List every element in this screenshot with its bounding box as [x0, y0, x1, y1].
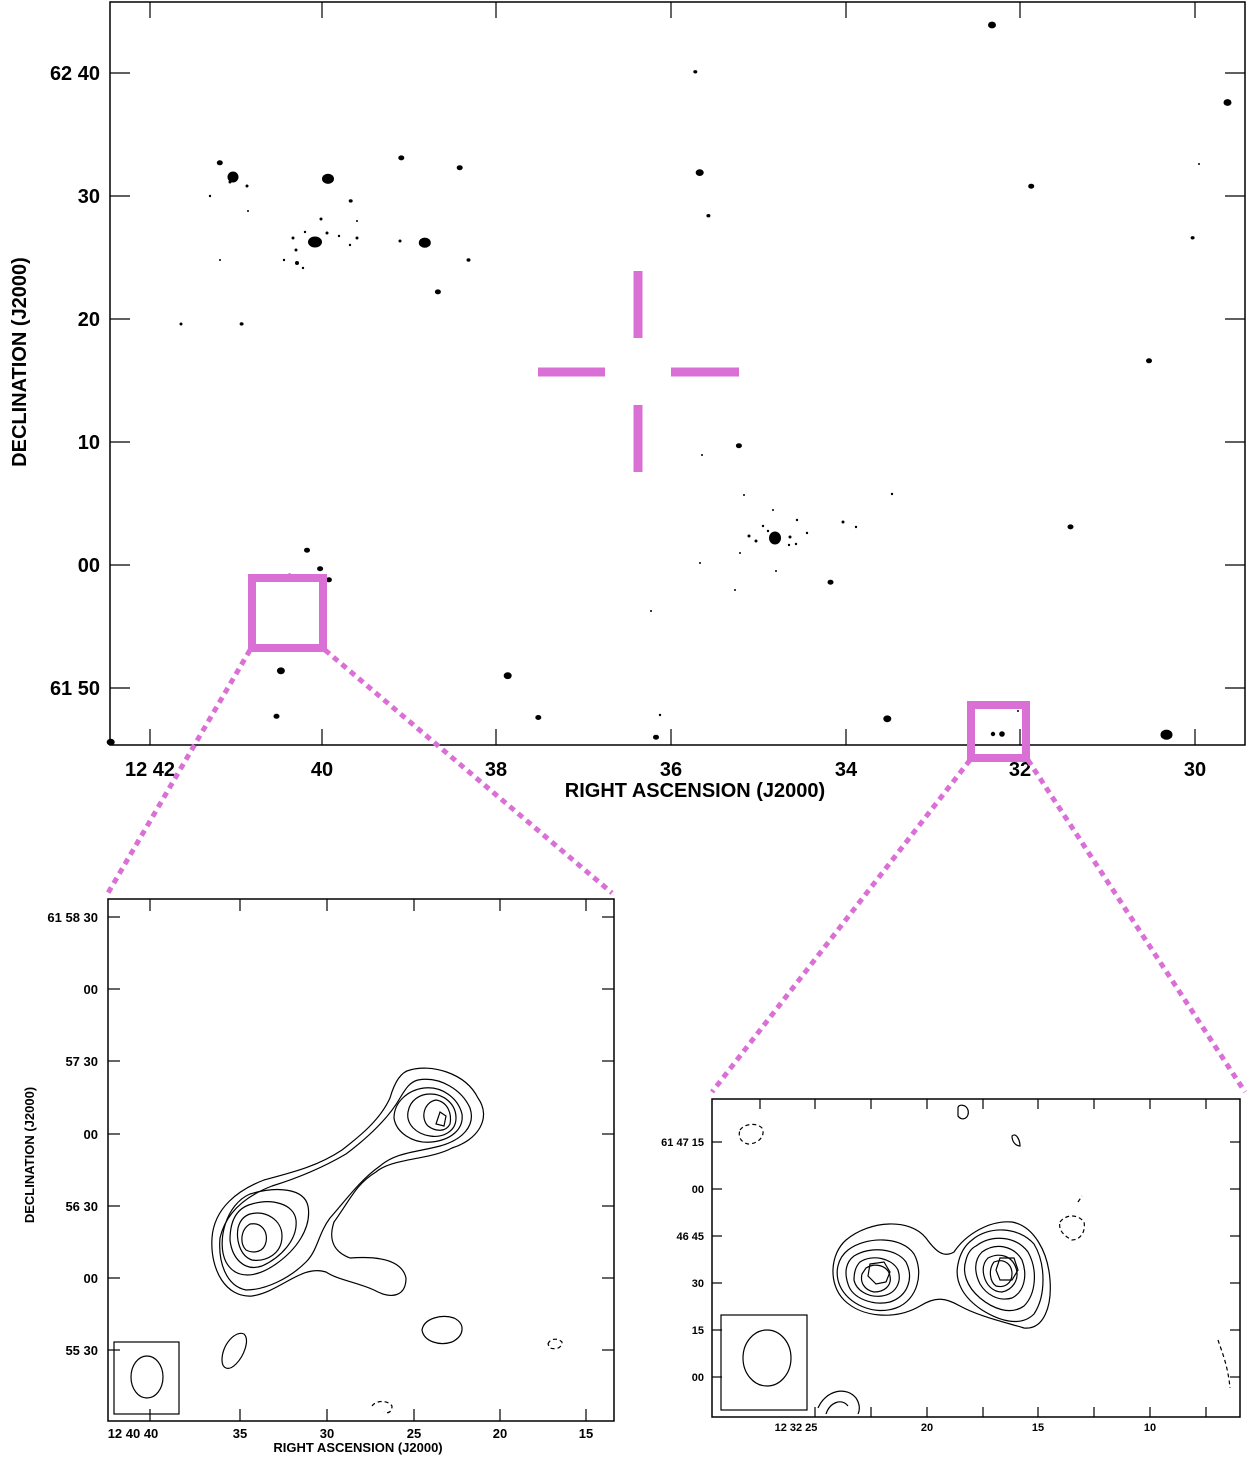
inset-left-y-tick-label: 55 30	[65, 1343, 98, 1358]
inset-left-frame	[107, 898, 615, 1422]
zoom-box-left	[248, 574, 327, 652]
main-x-axis-label: RIGHT ASCENSION (J2000)	[565, 780, 825, 802]
inset-right-x-tick-label: 15	[1032, 1422, 1044, 1434]
radio-source	[706, 214, 711, 218]
inset-left-y-tick-label: 57 30	[65, 1054, 98, 1069]
main-x-tick-label: 38	[485, 759, 507, 781]
radio-source	[216, 160, 223, 166]
main-map-frame	[109, 1, 1246, 746]
radio-source	[883, 715, 892, 723]
inset-left-x-tick-label: 12 40 40	[108, 1426, 159, 1441]
inset-right-y-tick-label: 00	[692, 1184, 704, 1196]
radio-source	[693, 70, 698, 74]
main-y-tick-label: 62 40	[50, 63, 100, 85]
main-x-tick-label: 36	[660, 759, 682, 781]
inset-right-y-tick-label: 61 47 15	[661, 1137, 704, 1149]
main-y-tick-label: 10	[78, 432, 100, 454]
main-x-tick-label: 30	[1184, 759, 1206, 781]
radio-source	[1028, 183, 1035, 189]
inset-left-x-tick-label: 30	[320, 1426, 334, 1441]
radio-source	[322, 173, 334, 184]
main-y-tick-label: 20	[78, 309, 100, 331]
inset-left-y-tick-label: 00	[84, 982, 98, 997]
radio-source	[535, 715, 542, 720]
radio-source	[988, 21, 996, 29]
zoom-box-right-sources	[990, 731, 1005, 737]
radio-source	[106, 738, 115, 746]
inset-left-contours	[211, 1067, 563, 1414]
source-cluster	[650, 163, 1200, 717]
radio-source	[418, 237, 431, 248]
main-x-tick-label: 40	[311, 759, 333, 781]
radio-source	[1223, 99, 1232, 106]
radio-source	[1067, 524, 1074, 530]
beam-box	[720, 1314, 808, 1411]
radio-source	[398, 155, 405, 161]
inset-left-x-tick-label: 15	[579, 1426, 593, 1441]
radio-source	[503, 672, 512, 680]
radio-source	[348, 199, 353, 203]
main-y-tick-label: 30	[78, 186, 100, 208]
radio-source	[434, 289, 441, 295]
inset-left-y-axis-label: DECLINATION (J2000)	[22, 1087, 37, 1223]
inset-right-y-tick-label: 46 45	[676, 1231, 704, 1243]
inset-right: 12 32 25 20 15 10 61 47 15 00 46 45 30 1…	[661, 1098, 1241, 1434]
inset-right-x-tick-label: 10	[1144, 1422, 1156, 1434]
main-y-tick-label: 61 50	[50, 678, 100, 700]
main-map: 12 42 40 38 36 34 32 30 62 40 30 20 10 0…	[9, 1, 1246, 802]
radio-source	[653, 734, 659, 740]
main-x-tick-label: 34	[835, 759, 858, 781]
inset-left-y-tick-label: 00	[84, 1271, 98, 1286]
radio-source	[695, 169, 704, 177]
radio-source	[466, 258, 471, 262]
inset-right-x-tick-label: 12 32 25	[775, 1422, 818, 1434]
inset-right-y-tick-label: 00	[692, 1372, 704, 1384]
radio-source	[325, 577, 332, 583]
radio-source	[456, 165, 463, 171]
radio-source	[276, 667, 285, 675]
radio-source	[1146, 358, 1152, 364]
inset-right-y-tick-label: 15	[692, 1325, 704, 1337]
radio-source	[304, 547, 310, 553]
main-map-x-ticks	[149, 2, 1196, 745]
radio-source	[273, 713, 280, 719]
inset-left-x-tick-label: 35	[233, 1426, 247, 1441]
inset-left-x-tick-label: 20	[493, 1426, 507, 1441]
inset-left-x-axis-label: RIGHT ASCENSION (J2000)	[273, 1440, 442, 1455]
zoom-box-right	[967, 701, 1030, 762]
beam-box	[113, 1341, 180, 1415]
radio-source	[239, 322, 244, 326]
inset-left-y-tick-label: 00	[84, 1127, 98, 1142]
inset-left-y-tick-label: 56 30	[65, 1199, 98, 1214]
radio-source	[827, 579, 834, 585]
main-y-tick-label: 00	[78, 555, 100, 577]
inset-left-y-tick-label: 61 58 30	[47, 910, 98, 925]
zoom-connectors	[105, 648, 1247, 1094]
main-map-y-ticks	[110, 72, 1245, 689]
main-map-sources	[106, 21, 1232, 746]
radio-source	[317, 566, 324, 572]
beam-ellipse	[130, 1355, 164, 1399]
inset-right-contours	[738, 1104, 1231, 1415]
inset-left: 12 40 40 35 30 25 20 15 61 58 30 00 57 3…	[22, 898, 615, 1455]
radio-source	[1190, 236, 1195, 240]
inset-right-frame	[711, 1098, 1241, 1418]
main-x-tick-label: 32	[1009, 759, 1031, 781]
inset-right-y-tick-label: 30	[692, 1278, 704, 1290]
inset-right-ticks	[712, 1099, 1240, 1417]
source-cluster	[179, 171, 402, 326]
beam-ellipse	[742, 1329, 792, 1387]
radio-source	[735, 443, 742, 449]
radio-source	[1160, 729, 1173, 740]
inset-right-x-tick-label: 20	[921, 1422, 933, 1434]
main-y-axis-label: DECLINATION (J2000)	[9, 257, 31, 467]
inset-left-x-tick-label: 25	[407, 1426, 421, 1441]
inset-left-ticks	[108, 899, 614, 1421]
main-x-tick-label: 12 42	[125, 759, 175, 781]
pointing-center-cross	[538, 271, 739, 472]
